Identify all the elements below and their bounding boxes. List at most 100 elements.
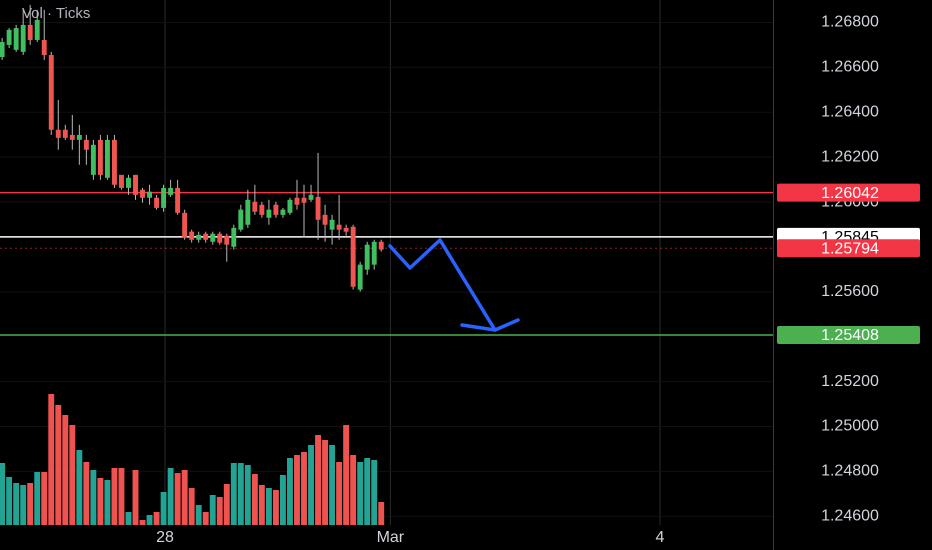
candle-body <box>168 187 174 195</box>
grid <box>0 0 773 525</box>
y-tick-label: 1.25000 <box>821 418 879 435</box>
volume-bar <box>244 465 251 525</box>
candle-body <box>315 196 321 220</box>
candle-body <box>329 219 335 230</box>
volume-bar <box>69 425 76 525</box>
volume-bar <box>76 450 83 525</box>
price-label: 1.25408 <box>821 327 879 344</box>
candle-body <box>252 201 258 212</box>
drawn-arrow-head <box>460 323 497 332</box>
volume-bar <box>104 480 111 525</box>
volume-bar <box>55 405 62 525</box>
volume-bar <box>364 458 371 525</box>
candle-body <box>55 129 61 138</box>
candle-body <box>343 227 349 232</box>
volume-bar <box>34 472 41 525</box>
candle-body <box>238 209 244 230</box>
axes: 28 Mar 41.268001.266001.264001.262001.2600… <box>156 14 920 546</box>
candle-body <box>175 187 181 213</box>
candle-body <box>83 139 89 150</box>
y-tick-label: 1.26200 <box>821 148 879 165</box>
candle-body <box>189 231 195 240</box>
y-tick-label: 1.26600 <box>821 59 879 76</box>
volume-bar <box>294 455 300 525</box>
volume-bar <box>174 473 181 525</box>
volume-bar <box>350 455 357 525</box>
volume-bar <box>97 478 104 525</box>
candle-body <box>119 174 124 188</box>
volume-bar <box>251 474 258 525</box>
candle-body <box>287 199 293 213</box>
candle-body <box>90 144 96 175</box>
candle-body <box>364 244 370 270</box>
volume-bar <box>378 502 385 525</box>
volume <box>0 394 385 525</box>
candle-body <box>322 214 328 225</box>
price-label-box <box>777 183 920 202</box>
volume-bar <box>132 470 139 525</box>
volume-bar <box>20 485 27 525</box>
candle-body <box>294 197 300 205</box>
candle-body <box>280 209 286 215</box>
candle-body <box>182 212 188 238</box>
volume-bar <box>195 505 202 525</box>
candle-body <box>308 194 314 200</box>
volume-bar <box>139 520 146 525</box>
candle-body <box>27 24 33 40</box>
volume-bar <box>83 462 90 525</box>
volume-bar <box>167 468 174 525</box>
candle-body <box>104 139 110 178</box>
price-label: 1.25794 <box>821 241 879 258</box>
candle-body <box>0 41 5 58</box>
candle-body <box>126 177 131 188</box>
volume-bar <box>272 490 279 525</box>
candle-body <box>111 139 117 185</box>
volume-bar <box>301 452 307 525</box>
candle-body <box>48 55 54 130</box>
y-tick-label: 1.25600 <box>821 283 879 300</box>
candle-body <box>69 134 75 140</box>
volume-bar <box>308 445 314 525</box>
candle-body <box>371 241 377 265</box>
volume-bar <box>265 488 272 525</box>
volume-bar <box>48 394 55 525</box>
volume-bar <box>118 468 125 525</box>
y-tick-label: 1.26800 <box>821 14 879 31</box>
volume-bar <box>202 512 209 525</box>
volume-bar <box>315 435 321 525</box>
volume-bar <box>111 468 118 525</box>
volume-label: Vol · Ticks <box>22 5 90 22</box>
candle-body <box>266 209 272 218</box>
candle-body <box>133 174 138 195</box>
candle-body <box>336 224 342 230</box>
volume-bar <box>237 463 244 525</box>
candle-body <box>217 233 223 243</box>
volume-bar <box>209 495 216 525</box>
volume-bar <box>371 460 378 525</box>
x-tick-label: 4 <box>656 529 665 546</box>
volume-bar <box>181 470 188 525</box>
volume-bar <box>90 470 97 525</box>
y-tick-label: 1.25200 <box>821 373 879 390</box>
price-label-box <box>777 325 920 344</box>
volume-bar <box>343 425 350 525</box>
price-label: 1.26042 <box>821 185 879 202</box>
volume-bar <box>336 462 343 525</box>
price-label-box <box>777 239 920 258</box>
volume-bar <box>153 512 160 525</box>
volume-bar <box>223 484 230 525</box>
volume-bar <box>13 483 20 525</box>
candle-body <box>20 24 26 52</box>
candle-body <box>196 234 202 240</box>
candle-body <box>378 241 384 250</box>
candle-body <box>140 189 145 198</box>
candle-body <box>203 233 209 240</box>
volume-bar <box>160 492 167 525</box>
volume-bar <box>357 462 364 525</box>
candles <box>0 4 384 292</box>
volume-bar <box>279 475 286 525</box>
candle-body <box>210 233 216 242</box>
y-tick-label: 1.24600 <box>821 508 879 525</box>
